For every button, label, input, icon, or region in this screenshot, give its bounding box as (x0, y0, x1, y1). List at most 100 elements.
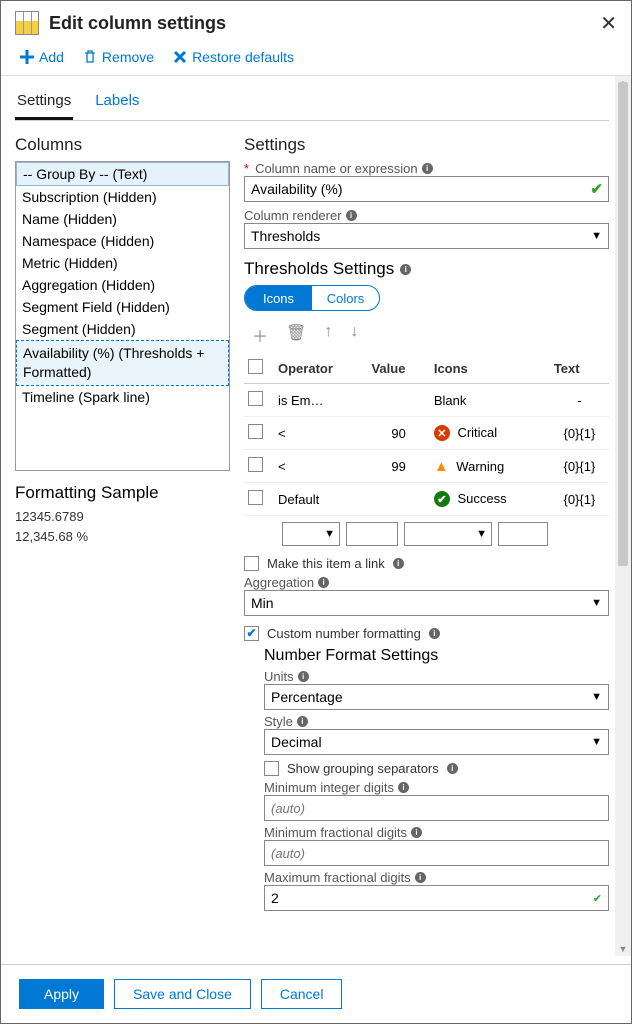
style-select[interactable]: Decimal▼ (264, 729, 609, 755)
dialog-footer: Apply Save and Close Cancel (1, 964, 631, 1023)
threshold-row[interactable]: <99▲ Warning{0}{1} (244, 450, 609, 483)
threshold-delete-icon[interactable]: 🗑 (286, 323, 306, 347)
restore-label: Restore defaults (192, 49, 294, 65)
remove-button[interactable]: Remove (82, 49, 154, 65)
row-checkbox[interactable] (248, 457, 263, 472)
chevron-down-icon: ▼ (591, 597, 602, 609)
row-operator: < (274, 450, 367, 483)
min-frac-input[interactable] (264, 840, 609, 866)
new-operator-select[interactable]: ▼ (282, 522, 340, 546)
renderer-select[interactable]: Thresholds▼ (244, 223, 609, 249)
scroll-down-icon[interactable]: ▼ (615, 942, 631, 956)
cancel-button[interactable]: Cancel (261, 979, 343, 1009)
min-int-input[interactable] (264, 795, 609, 821)
scrollbar[interactable]: ▲ ▼ (615, 76, 631, 956)
grouping-label: Show grouping separators (287, 761, 439, 776)
content-scroll: Settings Labels Columns -- Group By -- (… (1, 76, 615, 956)
info-icon[interactable]: i (297, 716, 308, 727)
threshold-add-icon[interactable]: ＋ (252, 323, 268, 347)
info-icon[interactable]: i (346, 210, 357, 221)
threshold-row[interactable]: <90✕ Critical{0}{1} (244, 417, 609, 450)
info-icon[interactable]: i (422, 163, 433, 174)
renderer-label: Column rendereri (244, 208, 609, 223)
info-icon[interactable]: i (398, 782, 409, 793)
row-text: {0}{1} (550, 483, 609, 516)
select-all-checkbox[interactable] (248, 359, 263, 374)
row-icon: ✔ Success (430, 483, 550, 516)
row-icon: ✕ Critical (430, 417, 550, 450)
new-value-input[interactable] (346, 522, 398, 546)
sample-formatted: 12,345.68 % (15, 527, 230, 547)
chevron-down-icon: ▼ (591, 230, 602, 242)
min-int-label: Minimum integer digitsi (264, 780, 609, 795)
settings-heading: Settings (244, 135, 609, 155)
pill-icons[interactable]: Icons (245, 286, 312, 310)
column-item[interactable]: Aggregation (Hidden) (16, 274, 229, 296)
units-select[interactable]: Percentage▼ (264, 684, 609, 710)
valid-icon: ✔ (590, 180, 603, 198)
threshold-down-icon[interactable]: ↓ (350, 323, 358, 347)
row-checkbox[interactable] (248, 391, 263, 406)
units-label: Unitsi (264, 669, 609, 684)
info-icon[interactable]: i (318, 577, 329, 588)
threshold-row[interactable]: is Em… Blank- (244, 384, 609, 417)
custom-format-checkbox[interactable] (244, 626, 259, 641)
row-value (367, 483, 429, 516)
info-icon[interactable]: i (400, 264, 411, 275)
column-settings-icon (15, 11, 39, 35)
column-item[interactable]: Segment Field (Hidden) (16, 296, 229, 318)
scrollbar-thumb[interactable] (618, 82, 628, 566)
add-label: Add (39, 49, 64, 65)
threshold-row[interactable]: Default✔ Success{0}{1} (244, 483, 609, 516)
close-icon[interactable]: ✕ (600, 11, 617, 36)
col-text: Text (550, 353, 609, 384)
restore-button[interactable]: Restore defaults (172, 49, 294, 65)
column-item[interactable]: Name (Hidden) (16, 208, 229, 230)
success-icon: ✔ (434, 491, 450, 507)
column-item[interactable]: Metric (Hidden) (16, 252, 229, 274)
row-checkbox[interactable] (248, 424, 263, 439)
row-checkbox[interactable] (248, 490, 263, 505)
info-icon[interactable]: i (411, 827, 422, 838)
column-item[interactable]: Timeline (Spark line) (16, 386, 229, 408)
info-icon[interactable]: i (415, 872, 426, 883)
threshold-up-icon[interactable]: ↑ (324, 323, 332, 347)
column-item[interactable]: Subscription (Hidden) (16, 186, 229, 208)
custom-format-row: Custom number formatting i (244, 626, 609, 641)
nfs-heading: Number Format Settings (244, 647, 609, 665)
new-text-input[interactable] (498, 522, 548, 546)
make-link-checkbox[interactable] (244, 556, 259, 571)
column-item-selected[interactable]: Availability (%) (Thresholds + Formatted… (16, 340, 229, 386)
max-frac-select[interactable]: 2✔ (264, 885, 609, 911)
save-close-button[interactable]: Save and Close (114, 979, 251, 1009)
aggregation-select[interactable]: Min▼ (244, 590, 609, 616)
new-icon-select[interactable]: ▼ (404, 522, 492, 546)
min-frac-label: Minimum fractional digitsi (264, 825, 609, 840)
row-text: {0}{1} (550, 450, 609, 483)
tabs: Settings Labels (15, 86, 609, 121)
dialog-title: Edit column settings (49, 13, 226, 34)
apply-button[interactable]: Apply (19, 979, 104, 1009)
grouping-checkbox[interactable] (264, 761, 279, 776)
make-link-label: Make this item a link (267, 556, 385, 571)
info-icon[interactable]: i (447, 763, 458, 774)
max-frac-label: Maximum fractional digitsi (264, 870, 609, 885)
info-icon[interactable]: i (298, 671, 309, 682)
critical-icon: ✕ (434, 425, 450, 441)
column-item[interactable]: Namespace (Hidden) (16, 230, 229, 252)
info-icon[interactable]: i (429, 628, 440, 639)
column-item[interactable]: -- Group By -- (Text) (16, 162, 229, 186)
column-item[interactable]: Segment (Hidden) (16, 318, 229, 340)
sample-raw: 12345.6789 (15, 507, 230, 527)
trash-icon (82, 49, 98, 65)
restore-icon (172, 49, 188, 65)
thresholds-mode: Icons Colors (244, 285, 380, 311)
tab-settings[interactable]: Settings (15, 86, 73, 120)
tab-labels[interactable]: Labels (93, 86, 141, 120)
columns-heading: Columns (15, 135, 230, 155)
colname-input[interactable] (244, 176, 609, 202)
row-value: 99 (367, 450, 429, 483)
pill-colors[interactable]: Colors (312, 286, 379, 310)
add-button[interactable]: Add (19, 49, 64, 65)
info-icon[interactable]: i (393, 558, 404, 569)
